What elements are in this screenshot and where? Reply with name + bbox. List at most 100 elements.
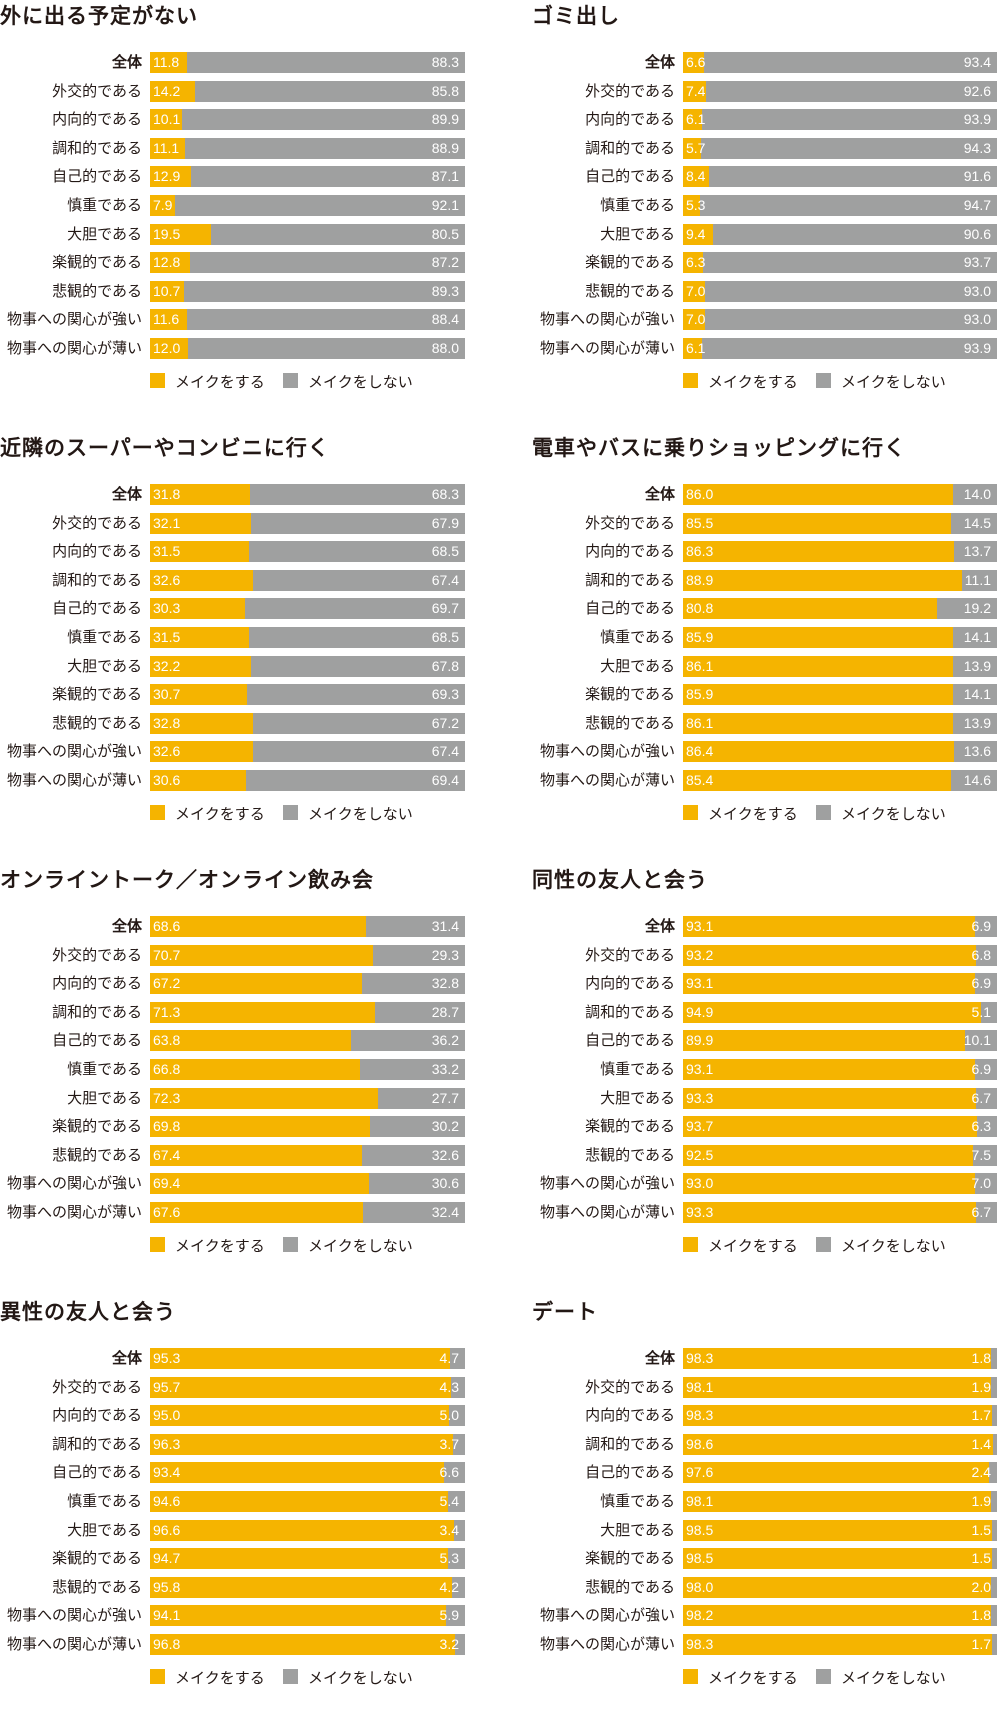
category-label: 悲観的である [52, 1145, 142, 1164]
value-label-no-make: 89.3 [431, 282, 459, 299]
bar-row: 自己的である 97.6 2.4 [499, 1462, 998, 1484]
bar-segment-make: 93.2 [683, 944, 976, 966]
category-label: 自己的である [52, 1463, 142, 1482]
stacked-bar: 98.3 1.8 [683, 1348, 997, 1369]
value-label-no-make: 13.6 [963, 743, 991, 760]
bar-segment-no-make: 91.6 [709, 166, 997, 188]
value-label-no-make: 68.5 [431, 629, 459, 645]
bar-segment-make: 19.5 [150, 223, 212, 245]
bar-row: 自己的である 12.9 87.1 [0, 166, 499, 188]
category-label: 物事への関心が強い [539, 742, 675, 761]
value-label-no-make: 88.9 [431, 139, 459, 156]
stacked-bar: 5.7 94.3 [683, 137, 997, 159]
category-label: 楽観的である [52, 253, 142, 272]
category-label: 物事への関心が薄い [6, 339, 142, 357]
bar-segment-make: 67.6 [150, 1202, 363, 1223]
value-label-make: 12.9 [153, 168, 181, 185]
value-label-make: 63.8 [153, 1032, 181, 1049]
stacked-bar: 94.1 5.9 [150, 1605, 465, 1627]
bar-segment-no-make: 85.8 [194, 80, 465, 102]
stacked-bar: 19.5 80.5 [150, 223, 465, 245]
bar-segment-make: 68.6 [150, 916, 367, 937]
bar-segment-no-make: 1.9 [972, 1491, 997, 1512]
bar-segment-no-make: 69.4 [246, 770, 465, 791]
stacked-bar: 11.8 88.3 [150, 52, 465, 73]
category-label: 内向的である [585, 542, 675, 561]
stacked-bar: 95.8 4.2 [150, 1576, 465, 1598]
bar-segment-make: 98.5 [683, 1548, 993, 1570]
bar-segment-no-make: 27.7 [377, 1087, 465, 1109]
value-label-make: 95.0 [153, 1407, 181, 1424]
bar-segment-no-make: 67.2 [253, 712, 465, 734]
bar-segment-make: 7.0 [683, 280, 705, 302]
bar-row: 外交的である 95.7 4.3 [0, 1376, 499, 1398]
value-label-make: 67.2 [153, 975, 181, 992]
category-label: 楽観的である [52, 1549, 142, 1568]
legend: メイクをする メイクをしない [683, 805, 983, 823]
bar-row: 大胆である 86.1 13.9 [499, 655, 998, 677]
category-label: 大胆である [600, 656, 675, 675]
legend-swatch-make [683, 373, 698, 388]
bar-segment-no-make: 68.5 [249, 541, 465, 563]
bar-segment-no-make: 13.7 [953, 541, 997, 563]
bar-segment-no-make: 1.4 [972, 1433, 997, 1455]
category-label: 大胆である [67, 1088, 142, 1107]
bar-segment-no-make: 1.5 [972, 1519, 997, 1541]
value-label-make: 89.9 [686, 1032, 714, 1049]
stacked-bar: 67.4 32.6 [150, 1144, 465, 1166]
bar-segment-no-make: 30.2 [369, 1116, 465, 1138]
stacked-bar: 86.3 13.7 [683, 541, 997, 563]
bar-segment-make: 69.8 [150, 1116, 370, 1138]
bar-row: 悲観的である 10.7 89.3 [0, 280, 499, 302]
value-label-make: 98.3 [686, 1350, 714, 1366]
bar-segment-no-make: 4.3 [440, 1376, 465, 1398]
stacked-bar: 32.6 67.4 [150, 569, 465, 591]
bar-row: 自己的である 63.8 36.2 [0, 1030, 499, 1052]
legend: メイクをする メイクをしない [683, 373, 983, 391]
stacked-bar: 30.7 69.3 [150, 684, 465, 706]
value-label-make: 86.0 [686, 486, 714, 502]
chart-panel: 同性の友人と会う 全体 93.1 6.9 外交的である 93.2 6.8 内向的である 93.1… [499, 864, 998, 1296]
stacked-bar: 96.6 3.4 [150, 1519, 465, 1541]
bar-segment-make: 71.3 [150, 1001, 375, 1023]
value-label-no-make: 93.9 [963, 111, 991, 128]
bar-segment-no-make: 89.3 [183, 280, 465, 302]
bar-segment-make: 94.9 [683, 1001, 981, 1023]
legend-label: メイクをする [175, 373, 265, 391]
category-label: 全体 [644, 917, 675, 935]
bar-row: 悲観的である 67.4 32.6 [0, 1144, 499, 1166]
bar-row: 楽観的である 12.8 87.2 [0, 252, 499, 274]
bar-segment-no-make: 93.0 [704, 280, 997, 302]
stacked-bar: 93.1 6.9 [683, 1059, 997, 1080]
bar-segment-no-make: 88.0 [187, 338, 465, 359]
value-label-make: 85.5 [686, 514, 714, 531]
stacked-bar: 86.1 13.9 [683, 655, 997, 677]
bar-row: 内向的である 93.1 6.9 [499, 973, 998, 995]
value-label-make: 14.2 [153, 82, 181, 99]
stacked-bar: 12.8 87.2 [150, 252, 465, 274]
bar-row: 全体 95.3 4.7 [0, 1348, 499, 1369]
bar-segment-no-make: 90.6 [712, 223, 997, 245]
value-label-no-make: 85.8 [431, 82, 459, 99]
bar-row: 外交的である 70.7 29.3 [0, 944, 499, 966]
bar-row: 調和的である 94.9 5.1 [499, 1001, 998, 1023]
value-label-no-make: 11.1 [964, 571, 991, 588]
bar-segment-no-make: 14.6 [951, 770, 997, 791]
value-label-no-make: 14.0 [963, 486, 991, 502]
legend: メイクをする メイクをしない [150, 1669, 450, 1687]
bar-row: 慎重である 7.9 92.1 [0, 195, 499, 216]
bar-row: 内向的である 95.0 5.0 [0, 1405, 499, 1427]
bar-row: 外交的である 93.2 6.8 [499, 944, 998, 966]
stacked-bar: 31.5 68.5 [150, 627, 465, 648]
legend-swatch-no-make [283, 1669, 298, 1684]
bar-row: 外交的である 85.5 14.5 [499, 512, 998, 534]
category-label: 物事への関心が強い [539, 1606, 675, 1625]
legend-label: メイクをする [708, 805, 798, 823]
bar-row: 大胆である 19.5 80.5 [0, 223, 499, 245]
category-label: 外交的である [585, 1377, 675, 1396]
bar-segment-no-make: 1.7 [972, 1634, 997, 1655]
bar-segment-make: 96.3 [150, 1433, 454, 1455]
bar-segment-make: 72.3 [150, 1087, 378, 1109]
chart-panel: デート 全体 98.3 1.8 外交的である 98.1 1.9 内向的である 98.3 1.7 調和… [499, 1296, 998, 1728]
category-label: 外交的である [52, 81, 142, 100]
